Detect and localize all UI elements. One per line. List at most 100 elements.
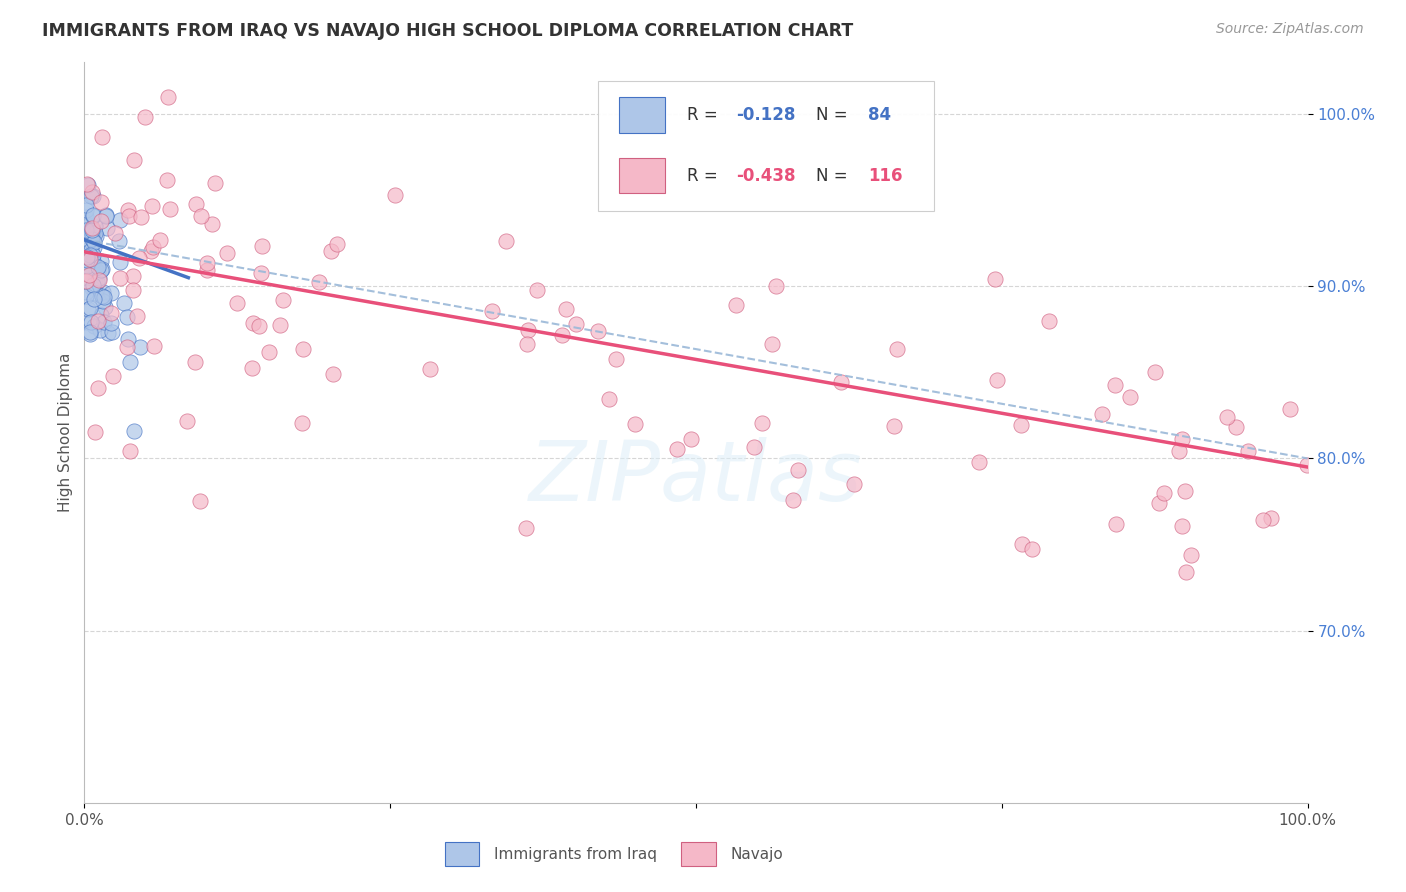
Point bbox=[108, 235, 131, 249]
Point bbox=[77, 178, 100, 192]
Point bbox=[1251, 513, 1274, 527]
Point bbox=[1021, 542, 1043, 557]
Point bbox=[79, 301, 101, 316]
Point bbox=[77, 233, 100, 247]
Text: ZIPatlas: ZIPatlas bbox=[529, 436, 863, 517]
Point bbox=[83, 319, 105, 334]
Point bbox=[195, 256, 218, 270]
Point bbox=[128, 251, 150, 265]
Text: R =: R = bbox=[688, 167, 724, 185]
Point bbox=[886, 342, 908, 356]
Point bbox=[384, 188, 406, 202]
Point bbox=[322, 367, 344, 381]
Point bbox=[82, 226, 104, 240]
Point bbox=[292, 342, 315, 356]
Point bbox=[1105, 517, 1128, 532]
Point bbox=[250, 239, 273, 253]
Point bbox=[1153, 486, 1175, 500]
Point bbox=[143, 339, 166, 353]
Point bbox=[75, 210, 97, 224]
Text: 116: 116 bbox=[869, 167, 903, 185]
Point bbox=[90, 289, 112, 303]
Point bbox=[100, 285, 122, 300]
Point bbox=[90, 214, 112, 228]
Point bbox=[201, 218, 224, 232]
Point bbox=[83, 219, 105, 234]
Point bbox=[1038, 314, 1060, 328]
Point bbox=[761, 337, 783, 351]
Point bbox=[76, 250, 98, 264]
FancyBboxPatch shape bbox=[682, 842, 716, 866]
Point bbox=[82, 280, 104, 294]
Point bbox=[84, 226, 107, 240]
Text: Immigrants from Iraq: Immigrants from Iraq bbox=[494, 847, 657, 863]
Point bbox=[247, 318, 270, 333]
Point bbox=[495, 234, 517, 248]
Point bbox=[554, 301, 576, 316]
Y-axis label: High School Diploma: High School Diploma bbox=[58, 353, 73, 512]
Point bbox=[129, 340, 152, 354]
Point bbox=[195, 263, 218, 277]
Point bbox=[82, 232, 104, 246]
Point bbox=[76, 227, 98, 241]
Point bbox=[321, 244, 343, 258]
Point bbox=[787, 463, 810, 477]
Point bbox=[86, 260, 108, 275]
Point bbox=[82, 208, 104, 222]
Point bbox=[86, 275, 108, 289]
Point bbox=[1011, 537, 1033, 551]
Point bbox=[77, 273, 100, 287]
Point bbox=[565, 318, 588, 332]
Point bbox=[308, 275, 330, 289]
Point bbox=[84, 228, 107, 243]
Text: Source: ZipAtlas.com: Source: ZipAtlas.com bbox=[1216, 22, 1364, 37]
Point bbox=[1104, 378, 1126, 392]
Point bbox=[82, 223, 104, 237]
Point bbox=[75, 234, 97, 248]
Point bbox=[87, 380, 110, 394]
Point bbox=[80, 260, 103, 274]
Point bbox=[984, 271, 1007, 285]
Point bbox=[742, 440, 765, 454]
Point bbox=[1225, 420, 1247, 434]
Point bbox=[121, 283, 143, 297]
Point bbox=[100, 316, 122, 330]
Point bbox=[87, 265, 110, 279]
Point bbox=[80, 225, 103, 239]
Text: N =: N = bbox=[815, 106, 852, 124]
Point bbox=[516, 323, 538, 337]
Point bbox=[79, 325, 101, 339]
Point bbox=[82, 226, 104, 240]
Point bbox=[112, 295, 135, 310]
Point bbox=[598, 392, 620, 406]
Point bbox=[526, 283, 548, 297]
Point bbox=[1010, 418, 1032, 433]
Point bbox=[1295, 458, 1317, 473]
Point bbox=[83, 293, 105, 307]
Point bbox=[90, 253, 112, 268]
Point bbox=[101, 326, 124, 340]
Point bbox=[515, 521, 537, 535]
Point bbox=[118, 209, 141, 223]
Point bbox=[184, 197, 207, 211]
Point bbox=[125, 309, 148, 323]
Point bbox=[969, 454, 991, 468]
Point bbox=[419, 361, 441, 376]
Point bbox=[1091, 407, 1114, 421]
Point bbox=[117, 202, 139, 217]
FancyBboxPatch shape bbox=[598, 81, 935, 211]
Point bbox=[242, 316, 264, 330]
Point bbox=[1279, 401, 1302, 416]
Point bbox=[108, 255, 131, 269]
Point bbox=[204, 176, 226, 190]
Point bbox=[765, 279, 787, 293]
Point bbox=[782, 492, 804, 507]
Point bbox=[75, 274, 97, 288]
Text: IMMIGRANTS FROM IRAQ VS NAVAJO HIGH SCHOOL DIPLOMA CORRELATION CHART: IMMIGRANTS FROM IRAQ VS NAVAJO HIGH SCHO… bbox=[42, 22, 853, 40]
Point bbox=[90, 194, 112, 209]
Point bbox=[1144, 365, 1167, 379]
Point bbox=[751, 416, 773, 430]
Point bbox=[481, 304, 503, 318]
Point bbox=[1216, 409, 1239, 424]
Point bbox=[83, 266, 105, 280]
